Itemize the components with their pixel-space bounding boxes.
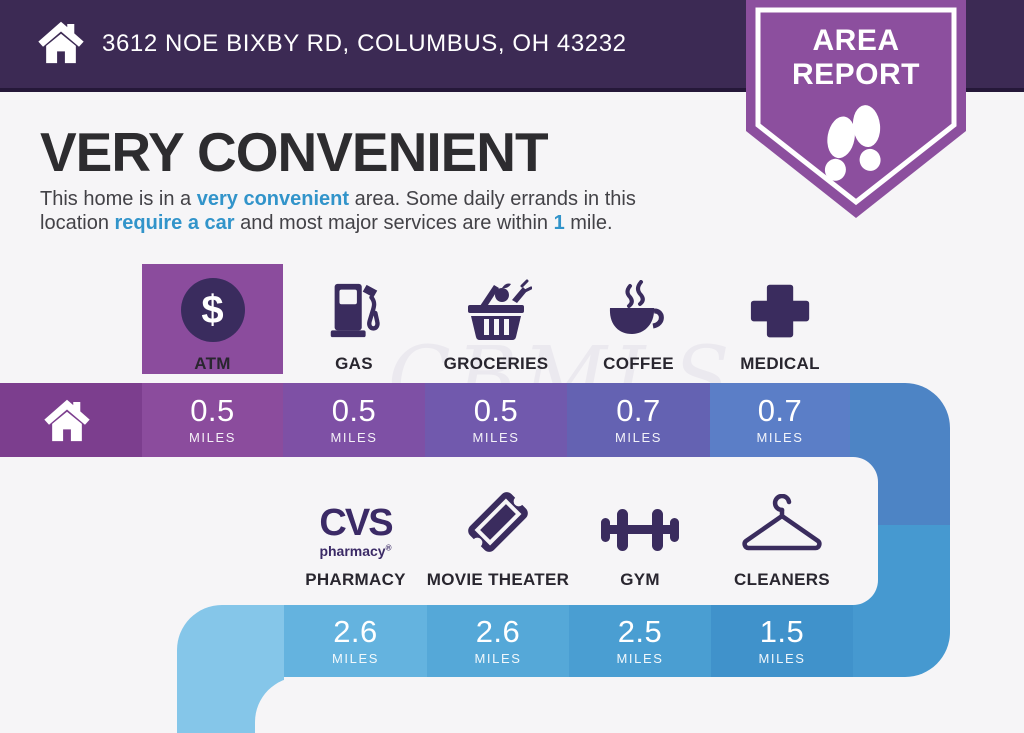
track-corner-right [850, 383, 950, 677]
track-segment-gym [569, 605, 711, 677]
description-line1: This home is in a very convenient area. … [40, 188, 636, 210]
medical-cross-icon [750, 284, 810, 338]
distance-coffee: 0.7 MILES [614, 393, 662, 445]
poi-label: PHARMACY [305, 570, 406, 589]
distance-atm: 0.5 MILES [188, 393, 236, 445]
movie-ticket-icon [468, 492, 528, 552]
cvs-logo: CVS pharmacy® [319, 502, 393, 559]
poi-movie-theater: MOVIE THEATER [427, 480, 569, 590]
distance-gym: 2.5 MILES [616, 614, 664, 666]
track-segment-medical [710, 383, 850, 457]
track-segment-atm [142, 383, 283, 457]
distance-movie-theater: 2.6 MILES [474, 614, 522, 666]
highlight-very-convenient: very convenient [196, 188, 350, 210]
distance-pharmacy: 2.6 MILES [331, 614, 379, 666]
property-address: 3612 NOE BIXBY RD, COLUMBUS, OH 43232 [102, 30, 627, 57]
coffee-cup-icon [609, 280, 664, 334]
distance-groceries: 0.5 MILES [472, 393, 520, 445]
poi-label: GYM [620, 570, 660, 589]
highlight-require-a-car: require a car [114, 211, 235, 234]
poi-coffee: COFFEE [567, 264, 710, 374]
home-icon [38, 21, 84, 64]
track-segment-pharmacy [284, 605, 427, 677]
distance-gas: 0.5 MILES [330, 393, 378, 445]
area-report-badge: AREA REPORT [741, 0, 971, 226]
atm-dollar-icon: $ [180, 278, 245, 342]
poi-label: GROCERIES [443, 354, 549, 373]
track-segment-coffee [567, 383, 710, 457]
badge-line2: REPORT [791, 58, 920, 91]
poi-cleaners: CLEANERS [711, 480, 853, 590]
hanger-icon [742, 494, 822, 551]
poi-pharmacy: CVS pharmacy® PHARMACY [284, 480, 427, 590]
content-panel [0, 457, 878, 605]
poi-label: MOVIE THEATER [426, 570, 570, 589]
description: This home is in a very convenient area. … [40, 188, 760, 235]
footprints-icon [824, 105, 881, 181]
dumbbell-icon [601, 509, 679, 551]
poi-medical: MEDICAL [710, 264, 850, 374]
highlight-one-mile: 1 [553, 211, 565, 234]
home-marker-icon [44, 399, 90, 442]
badge-title: AREA REPORT [741, 24, 971, 92]
poi-atm: $ ATM [142, 264, 283, 374]
bottom-panel [255, 677, 1024, 733]
gas-pump-icon [330, 283, 380, 338]
poi-label: CLEANERS [734, 570, 830, 589]
track-segment-cleaners [711, 605, 853, 677]
poi-label: COFFEE [603, 354, 674, 373]
badge-ribbon-shape [746, 0, 966, 218]
badge-line1: AREA [812, 24, 900, 57]
distance-medical: 0.7 MILES [756, 393, 804, 445]
page-title: VERY CONVENIENT [40, 121, 549, 183]
track-segment-movie [427, 605, 569, 677]
poi-label: MEDICAL [740, 354, 820, 373]
distance-cleaners: 1.5 MILES [758, 614, 806, 666]
track-segment-groceries [425, 383, 567, 457]
poi-label: ATM [194, 354, 231, 373]
poi-gym: GYM [569, 480, 711, 590]
poi-label: GAS [335, 354, 373, 373]
grocery-basket-icon [468, 279, 532, 341]
poi-gas: GAS [283, 264, 425, 374]
track-segment-gas [283, 383, 425, 457]
description-line2: location require a car and most major se… [40, 211, 613, 234]
poi-groceries: GROCERIES [425, 264, 567, 374]
